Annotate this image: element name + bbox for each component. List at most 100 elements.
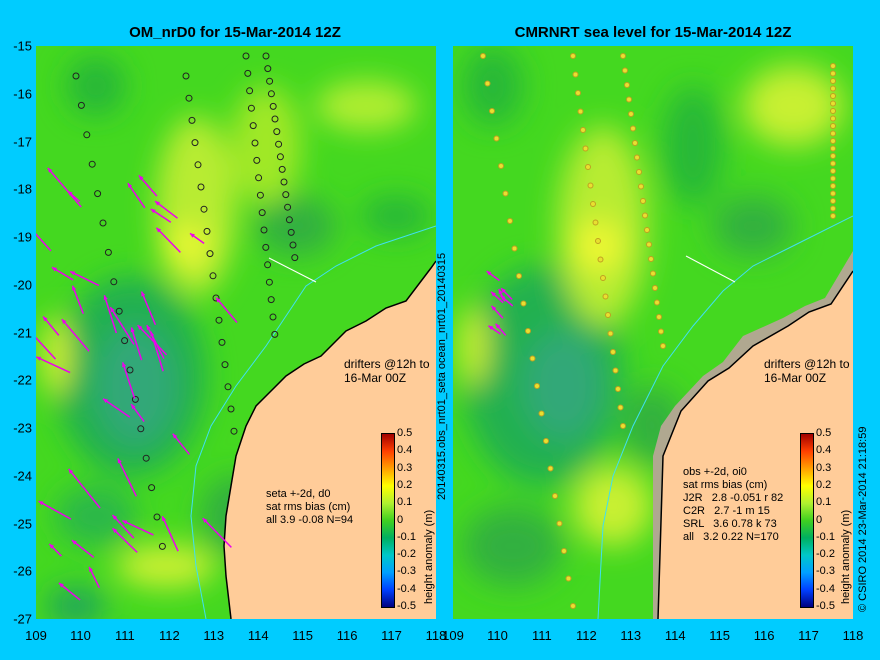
observation-marker: [830, 138, 836, 144]
observation-marker: [212, 294, 220, 302]
observation-marker: [158, 542, 166, 550]
colorbar-tick: -0.1: [816, 530, 835, 543]
drifter-arrowhead: [500, 295, 506, 301]
drifter-arrow: [68, 468, 101, 509]
observation-marker: [605, 312, 611, 318]
longitude-label: 113: [620, 628, 642, 643]
drifter-arrowhead: [36, 356, 42, 361]
colorbar-tick: -0.4: [397, 582, 416, 595]
colorbar-tick: -0.5: [397, 600, 416, 612]
observation-marker: [266, 77, 274, 85]
drifter-arrowhead: [501, 288, 506, 293]
drifter-arrow: [202, 517, 232, 548]
drifter-arrowhead: [112, 528, 118, 533]
observation-marker: [620, 53, 626, 59]
observation-marker: [830, 183, 836, 189]
observation-marker: [227, 405, 235, 413]
drifter-arrow: [155, 227, 181, 253]
observation-marker: [194, 161, 202, 169]
observation-marker: [612, 367, 619, 374]
observation-marker: [273, 128, 281, 136]
observation-marker: [607, 330, 614, 337]
observation-marker: [258, 209, 266, 217]
drifter-arrow: [36, 356, 71, 374]
colorbar-tick: 0: [397, 513, 404, 526]
observation-marker: [271, 330, 279, 338]
observation-marker: [203, 227, 211, 235]
drifter-arrow: [112, 527, 138, 553]
drifter-arrow: [137, 324, 168, 356]
depth-contour: [190, 225, 436, 619]
observation-marker: [529, 355, 536, 362]
observation-marker: [269, 102, 277, 110]
observation-marker: [830, 213, 836, 219]
observation-marker: [534, 383, 540, 389]
colorbar-tick: 0.2: [397, 478, 413, 491]
observation-marker: [489, 108, 495, 114]
observation-marker: [269, 313, 277, 321]
observation-marker: [191, 139, 199, 147]
drifter-arrow: [38, 500, 72, 520]
observation-marker: [153, 513, 161, 521]
drifter-arrowhead: [89, 566, 94, 572]
observation-marker: [218, 338, 226, 346]
observation-marker: [110, 278, 118, 286]
credit-label: © CSIRO 2014 23-Mar-2014 21:18:59: [857, 426, 869, 612]
observation-marker: [597, 256, 604, 263]
observation-marker: [646, 241, 652, 248]
observation-marker: [830, 205, 836, 212]
observation-marker: [244, 69, 252, 77]
colorbar-tick: 0.5: [397, 427, 413, 439]
observation-marker: [121, 337, 129, 345]
observation-marker: [291, 254, 299, 262]
longitude-label: 116: [753, 628, 775, 643]
observation-marker: [830, 78, 836, 84]
latitude-label: -20: [13, 277, 32, 293]
drifter-arrowhead: [49, 543, 55, 549]
drifter-arrowhead: [112, 514, 118, 520]
observation-marker: [830, 190, 836, 197]
drifter-arrowhead: [155, 201, 160, 206]
observation-marker: [830, 85, 836, 92]
colorbar-tick: 0.3: [816, 461, 832, 474]
observation-marker: [215, 316, 223, 324]
observation-marker: [142, 454, 150, 462]
drifter-arrowhead: [131, 404, 136, 410]
drifter-arrowhead: [491, 305, 497, 311]
observation-marker: [622, 67, 628, 74]
drifter-arrowhead: [162, 516, 167, 522]
observation-marker: [264, 261, 272, 269]
observation-marker: [200, 205, 208, 213]
drifter-arrowhead: [138, 175, 144, 181]
drifter-arrow: [117, 458, 137, 497]
observation-marker: [502, 190, 509, 197]
file-id-label: 20140315.obs_nrt01_seta ocean_nrt01_2014…: [436, 252, 448, 500]
latitude-label: -21: [13, 325, 32, 340]
latitude-label: -15: [13, 38, 32, 54]
left-map-panel[interactable]: seta +-2d, d0 sat rms bias (cm) all 3.9 …: [36, 46, 436, 619]
drifter-arrowhead: [156, 227, 162, 233]
right-map-panel[interactable]: obs +-2d, oi0 sat rms bias (cm) J2R 2.8 …: [453, 46, 853, 619]
longitude-label: 118: [842, 628, 864, 643]
observation-marker: [538, 410, 545, 417]
observation-marker: [830, 153, 836, 159]
observation-marker: [628, 111, 634, 117]
longitude-label: 109: [442, 628, 464, 643]
latitude-label: -27: [13, 611, 32, 627]
observation-marker: [148, 484, 156, 492]
drifter-arrowhead: [71, 540, 77, 545]
observation-marker: [253, 156, 261, 164]
observation-marker: [570, 603, 576, 609]
latitude-label: -22: [13, 372, 32, 388]
observation-marker: [260, 226, 268, 234]
colorbar-tick: -0.3: [397, 565, 416, 578]
observation-marker: [626, 96, 632, 103]
drifter-arrowhead: [117, 458, 122, 464]
observation-marker: [282, 191, 290, 199]
drifter-arrowhead: [172, 433, 178, 439]
observation-marker: [484, 80, 491, 87]
drifter-arrow: [161, 516, 179, 552]
colorbar-tick: 0.5: [816, 427, 832, 439]
observation-marker: [264, 65, 272, 73]
drifter-arrow: [71, 285, 84, 314]
